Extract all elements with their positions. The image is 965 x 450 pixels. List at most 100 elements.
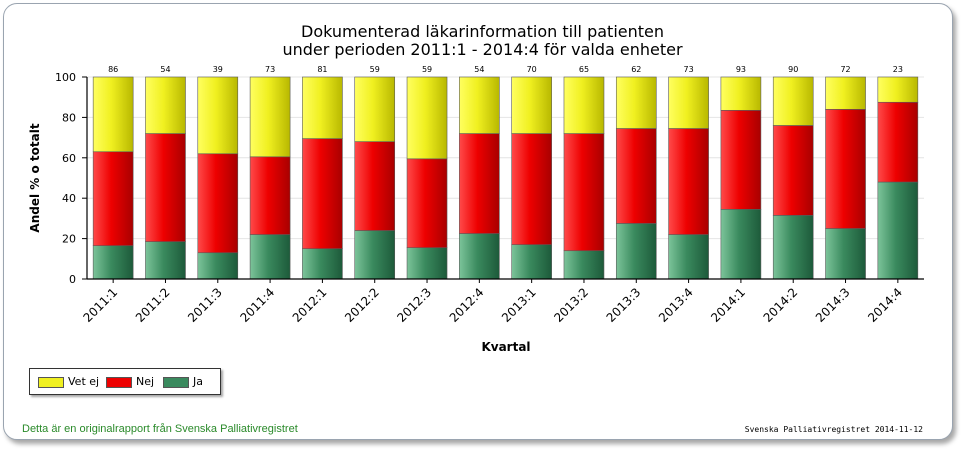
x-tick-label: 2014:3 <box>813 285 853 325</box>
bar-segment-nej <box>92 151 134 246</box>
bar-segment-vet-ej <box>354 76 396 142</box>
legend: Vet ej Nej Ja <box>29 368 221 395</box>
bar-count-label: 73 <box>684 65 694 74</box>
bar-segment-ja <box>302 248 343 280</box>
y-tick-label: 0 <box>69 273 76 286</box>
bar-segment-ja <box>249 234 291 280</box>
bar-segment-nej <box>563 133 605 252</box>
bar-segment-vet-ej <box>563 76 605 134</box>
legend-swatch-vetej <box>38 377 64 388</box>
y-tick-label: 40 <box>62 192 76 205</box>
bar-segment-nej <box>145 133 186 242</box>
bar-count-label: 73 <box>265 65 275 74</box>
bar-count-label: 54 <box>160 65 170 74</box>
bar-count-label: 59 <box>422 65 432 74</box>
bar-count-label: 39 <box>213 65 223 74</box>
x-tick-label: 2014:4 <box>865 285 905 325</box>
bar-segment-nej <box>302 138 343 249</box>
x-axis-label: Kvartal <box>481 340 530 354</box>
bar-count-label: 62 <box>631 65 641 74</box>
bar-segment-vet-ej <box>720 76 762 111</box>
bar-segment-vet-ej <box>197 76 239 155</box>
bar-count-label: 86 <box>108 65 118 74</box>
bar-segment-ja <box>563 250 605 280</box>
x-tick-label: 2013:2 <box>551 285 591 325</box>
bar-count-label: 23 <box>893 65 903 74</box>
bar-segment-vet-ej <box>249 76 291 158</box>
bar-segment-vet-ej <box>406 76 448 160</box>
bar-segment-ja <box>459 233 500 280</box>
bar-segment-ja <box>615 223 657 280</box>
bar-count-label: 72 <box>840 65 850 74</box>
bar-segment-vet-ej <box>145 76 186 134</box>
bar-count-label: 54 <box>474 65 484 74</box>
x-tick-label: 2012:4 <box>447 285 487 325</box>
bar-segment-vet-ej <box>615 76 657 129</box>
bar-segment-nej <box>772 125 814 216</box>
bar-segment-vet-ej <box>459 76 500 134</box>
bar-segment-nej <box>406 158 448 248</box>
x-tick-label: 2012:1 <box>290 285 330 325</box>
chart-title-line1: Dokumenterad läkarinformation till patie… <box>301 22 664 41</box>
bar-segment-vet-ej <box>668 76 709 129</box>
chart-title-line2: under perioden 2011:1 - 2014:4 för valda… <box>282 40 683 59</box>
axes <box>82 76 924 283</box>
x-tick-label: 2011:4 <box>237 285 277 325</box>
footer-source-note: Detta är en originalrapport från Svenska… <box>22 423 298 435</box>
bar-segment-ja <box>145 241 186 280</box>
bar-segment-nej <box>668 128 709 235</box>
bar-segment-vet-ej <box>92 76 134 153</box>
bar-segment-ja <box>877 181 919 280</box>
x-tick-label: 2013:4 <box>656 285 696 325</box>
legend-label-vetej: Vet ej <box>68 375 100 388</box>
bar-segment-nej <box>825 109 866 229</box>
y-tick-label: 80 <box>62 111 76 124</box>
x-tick-label: 2014:2 <box>761 285 801 325</box>
bar-segment-ja <box>825 228 866 280</box>
y-tick-label: 100 <box>55 71 76 84</box>
bar-segment-ja <box>406 247 448 280</box>
bar-count-label: 93 <box>736 65 746 74</box>
y-tick-label: 60 <box>62 152 76 165</box>
x-tick-label: 2012:2 <box>342 285 382 325</box>
bar-segment-vet-ej <box>825 76 866 110</box>
bar-segment-ja <box>354 230 396 280</box>
bar-segment-nej <box>877 101 919 183</box>
bar-segment-ja <box>772 215 814 280</box>
footer-registry-date: Svenska Palliativregistret 2014-11-12 <box>744 425 923 434</box>
bar-segment-nej <box>720 110 762 210</box>
bar-count-label: 81 <box>317 65 327 74</box>
legend-label-ja: Ja <box>193 375 203 388</box>
bar-count-label: 65 <box>579 65 589 74</box>
bar-segment-nej <box>459 133 500 234</box>
x-tick-label: 2013:1 <box>499 285 539 325</box>
bar-count-label: 59 <box>370 65 380 74</box>
bar-segment-nej <box>197 153 239 254</box>
bar-segment-nej <box>615 128 657 224</box>
bar-segment-vet-ej <box>877 76 919 103</box>
x-tick-label: 2011:1 <box>81 285 121 325</box>
bar-segment-vet-ej <box>302 76 343 139</box>
bar-segment-ja <box>668 234 709 280</box>
bar-segment-nej <box>511 133 552 245</box>
x-tick-label: 2011:3 <box>185 285 225 325</box>
bar-segment-ja <box>92 245 134 280</box>
legend-swatch-ja <box>163 377 189 388</box>
bar-segment-ja <box>197 252 239 280</box>
bar-count-label: 70 <box>527 65 537 74</box>
x-tick-label: 2011:2 <box>133 285 173 325</box>
bar-segment-nej <box>249 156 291 235</box>
x-tick-label: 2012:3 <box>394 285 434 325</box>
bar-segment-vet-ej <box>511 76 552 134</box>
legend-swatch-nej <box>106 377 132 388</box>
x-tick-label: 2013:3 <box>604 285 644 325</box>
bar-segment-ja <box>511 244 552 280</box>
x-tick-label: 2014:1 <box>708 285 748 325</box>
bar-segment-nej <box>354 141 396 231</box>
y-axis-label: Andel % o totalt <box>28 123 42 232</box>
legend-label-nej: Nej <box>136 375 155 388</box>
bar-segment-ja <box>720 209 762 280</box>
bar-segment-vet-ej <box>772 76 814 126</box>
y-tick-label: 20 <box>62 233 76 246</box>
